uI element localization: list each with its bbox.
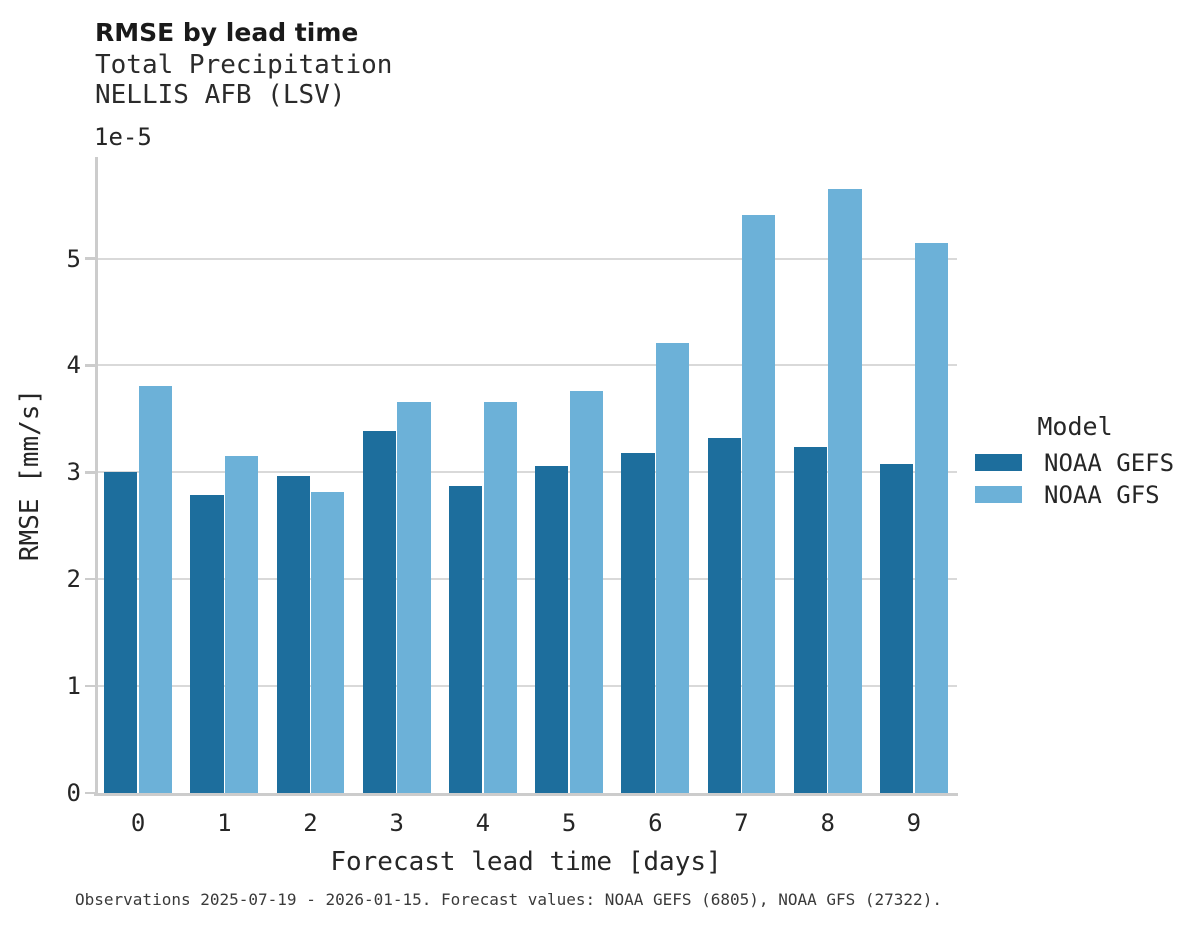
y-tick-label-3: 3 [66,458,81,487]
gridline-y-1 [95,685,957,688]
legend-swatch-noaa-gefs [975,454,1022,471]
legend-entry-noaa-gefs: NOAA GEFS [975,449,1175,477]
bar-noaa-gfs-lead-8 [828,189,862,793]
legend-label-noaa-gfs: NOAA GFS [1044,480,1160,509]
legend-label-noaa-gefs: NOAA GEFS [1044,448,1175,477]
legend: Model NOAA GEFS NOAA GFS [975,412,1175,518]
x-tick-label-7: 7 [734,809,749,837]
chart-subtitle-line-2: NELLIS AFB (LSV) [95,80,346,110]
bar-noaa-gfs-lead-4 [483,401,517,793]
legend-entry-noaa-gfs: NOAA GFS [975,481,1175,509]
bar-noaa-gefs-lead-2 [276,475,310,793]
bar-noaa-gfs-lead-0 [138,385,173,793]
caption: Observations 2025-07-19 - 2026-01-15. Fo… [75,890,942,909]
gridline-y-3 [95,471,957,474]
x-tick-label-9: 9 [906,809,922,837]
gridline-y-5 [95,257,957,260]
bar-noaa-gefs-lead-5 [535,465,569,793]
x-tick-label-0: 0 [130,809,146,837]
bar-noaa-gfs-lead-7 [742,214,776,793]
x-axis-spine [94,793,958,796]
y-tick-3 [85,471,95,474]
x-tick-label-5: 5 [561,809,577,837]
bar-noaa-gefs-lead-7 [707,438,741,793]
y-tick-label-0: 0 [66,779,81,807]
bar-noaa-gfs-lead-2 [311,491,345,793]
bar-noaa-gefs-lead-4 [448,486,483,793]
bar-noaa-gefs-lead-6 [621,453,655,793]
x-tick-label-2: 2 [303,809,318,837]
gridline-y-2 [95,578,957,581]
bar-noaa-gefs-lead-0 [104,472,138,793]
chart-title: RMSE by lead time [95,18,359,47]
bar-noaa-gefs-lead-8 [793,446,828,793]
x-tick-label-1: 1 [217,809,232,837]
bar-noaa-gfs-lead-1 [224,456,259,793]
y-tick-5 [85,257,95,260]
y-tick-label-2: 2 [66,565,81,594]
y-axis-spine [95,157,98,796]
bar-noaa-gfs-lead-9 [914,242,948,793]
legend-title: Model [1037,412,1113,441]
bar-noaa-gefs-lead-9 [879,463,914,793]
bar-noaa-gfs-lead-3 [397,401,431,793]
x-tick-label-6: 6 [648,809,663,837]
y-axis-offset-label: 1e-5 [94,123,152,151]
x-tick-label-8: 8 [820,809,835,837]
chart-subtitle-line-1: Total Precipitation [95,50,393,80]
y-tick-label-1: 1 [66,672,81,701]
legend-swatch-noaa-gfs [975,486,1022,503]
y-tick-label-5: 5 [66,244,81,273]
bar-noaa-gfs-lead-6 [655,342,690,793]
y-tick-4 [85,364,95,367]
y-tick-0 [85,791,95,795]
y-tick-1 [85,684,95,688]
y-tick-2 [85,577,95,581]
bar-noaa-gfs-lead-5 [569,391,604,793]
legend-entries: NOAA GEFS NOAA GFS [975,449,1175,509]
x-tick-label-3: 3 [389,809,404,837]
x-axis-title: Forecast lead time [days] [330,847,722,877]
x-tick-label-4: 4 [475,809,491,837]
bar-noaa-gefs-lead-3 [362,430,397,793]
bar-noaa-gefs-lead-1 [190,494,224,793]
gridline-y-4 [95,364,957,367]
y-tick-label-4: 4 [66,351,81,380]
